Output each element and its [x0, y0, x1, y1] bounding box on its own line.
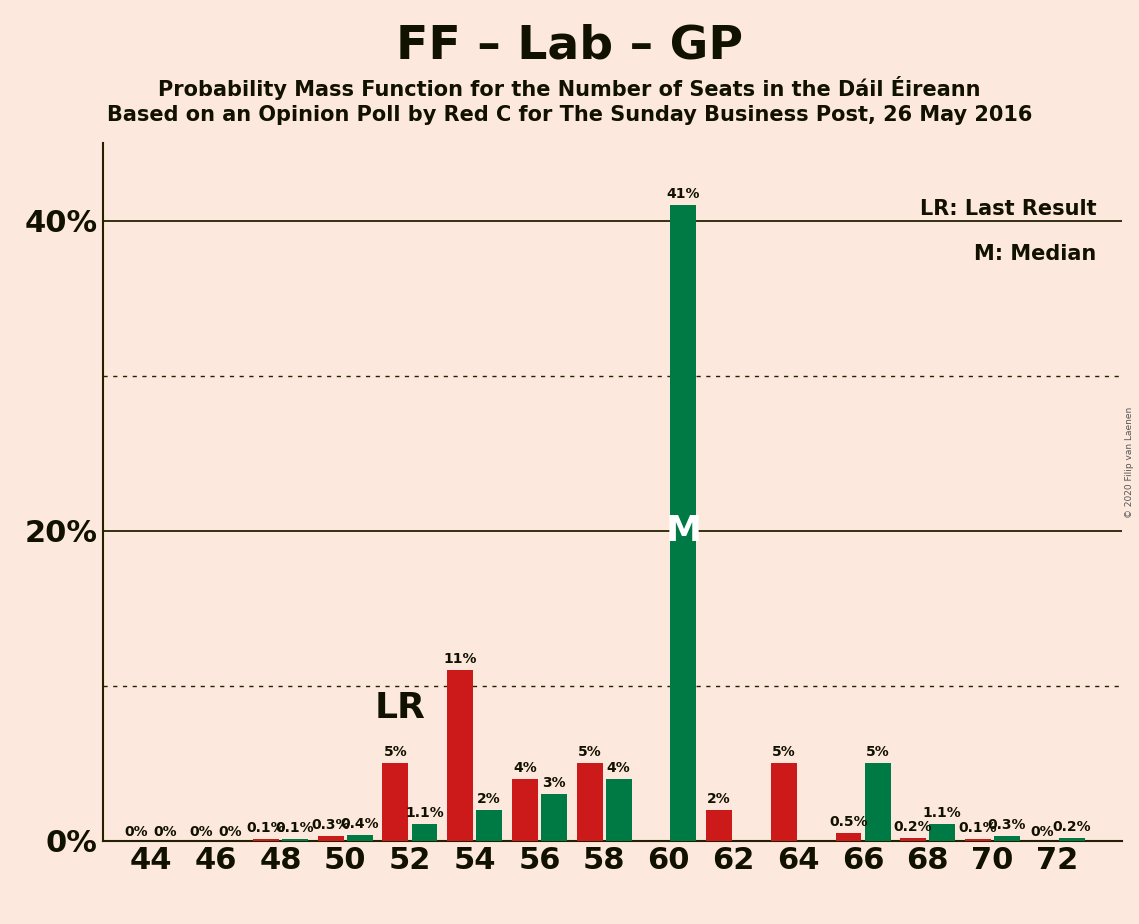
Text: 0.5%: 0.5% [829, 815, 868, 829]
Bar [282, 839, 308, 841]
Text: 0%: 0% [124, 824, 148, 838]
Text: 5%: 5% [772, 746, 796, 760]
Bar [253, 839, 279, 841]
Text: 0%: 0% [154, 824, 178, 838]
Bar [318, 836, 344, 841]
Bar [706, 809, 732, 841]
Bar [929, 824, 956, 841]
Bar [476, 809, 502, 841]
Text: 0.3%: 0.3% [311, 819, 350, 833]
Bar [965, 839, 991, 841]
Text: 41%: 41% [666, 188, 700, 201]
Text: 5%: 5% [866, 746, 890, 760]
Bar [541, 795, 567, 841]
Text: 0%: 0% [219, 824, 243, 838]
Text: 11%: 11% [443, 652, 477, 666]
Text: 2%: 2% [477, 792, 501, 806]
Text: 0%: 0% [189, 824, 213, 838]
Text: Based on an Opinion Poll by Red C for The Sunday Business Post, 26 May 2016: Based on an Opinion Poll by Red C for Th… [107, 105, 1032, 126]
Bar [347, 834, 372, 841]
Bar [511, 779, 538, 841]
Text: 5%: 5% [577, 746, 601, 760]
Text: Probability Mass Function for the Number of Seats in the Dáil Éireann: Probability Mass Function for the Number… [158, 76, 981, 100]
Bar [671, 205, 696, 841]
Bar [836, 833, 861, 841]
Bar [1059, 838, 1084, 841]
Text: M: Median: M: Median [974, 244, 1097, 264]
Bar [865, 763, 891, 841]
Text: M: M [665, 514, 702, 548]
Text: 0.2%: 0.2% [894, 820, 933, 833]
Text: 1.1%: 1.1% [405, 806, 444, 820]
Bar [383, 763, 409, 841]
Text: 3%: 3% [542, 776, 566, 790]
Text: 0.3%: 0.3% [988, 819, 1026, 833]
Text: 0.1%: 0.1% [247, 821, 285, 835]
Bar [606, 779, 632, 841]
Text: 4%: 4% [513, 761, 536, 775]
Text: 0.1%: 0.1% [276, 821, 314, 835]
Bar [994, 836, 1021, 841]
Text: 0.1%: 0.1% [959, 821, 998, 835]
Bar [411, 824, 437, 841]
Bar [576, 763, 603, 841]
Text: 0.2%: 0.2% [1052, 820, 1091, 833]
Text: 4%: 4% [607, 761, 631, 775]
Text: © 2020 Filip van Laenen: © 2020 Filip van Laenen [1125, 407, 1134, 517]
Text: 0.4%: 0.4% [341, 817, 379, 831]
Text: LR: LR [375, 690, 426, 724]
Bar [448, 670, 473, 841]
Text: 2%: 2% [707, 792, 731, 806]
Text: 0%: 0% [1031, 824, 1055, 838]
Text: LR: Last Result: LR: Last Result [920, 199, 1097, 219]
Bar [771, 763, 796, 841]
Text: FF – Lab – GP: FF – Lab – GP [396, 23, 743, 68]
Bar [900, 838, 926, 841]
Text: 5%: 5% [384, 746, 408, 760]
Text: 1.1%: 1.1% [923, 806, 961, 820]
